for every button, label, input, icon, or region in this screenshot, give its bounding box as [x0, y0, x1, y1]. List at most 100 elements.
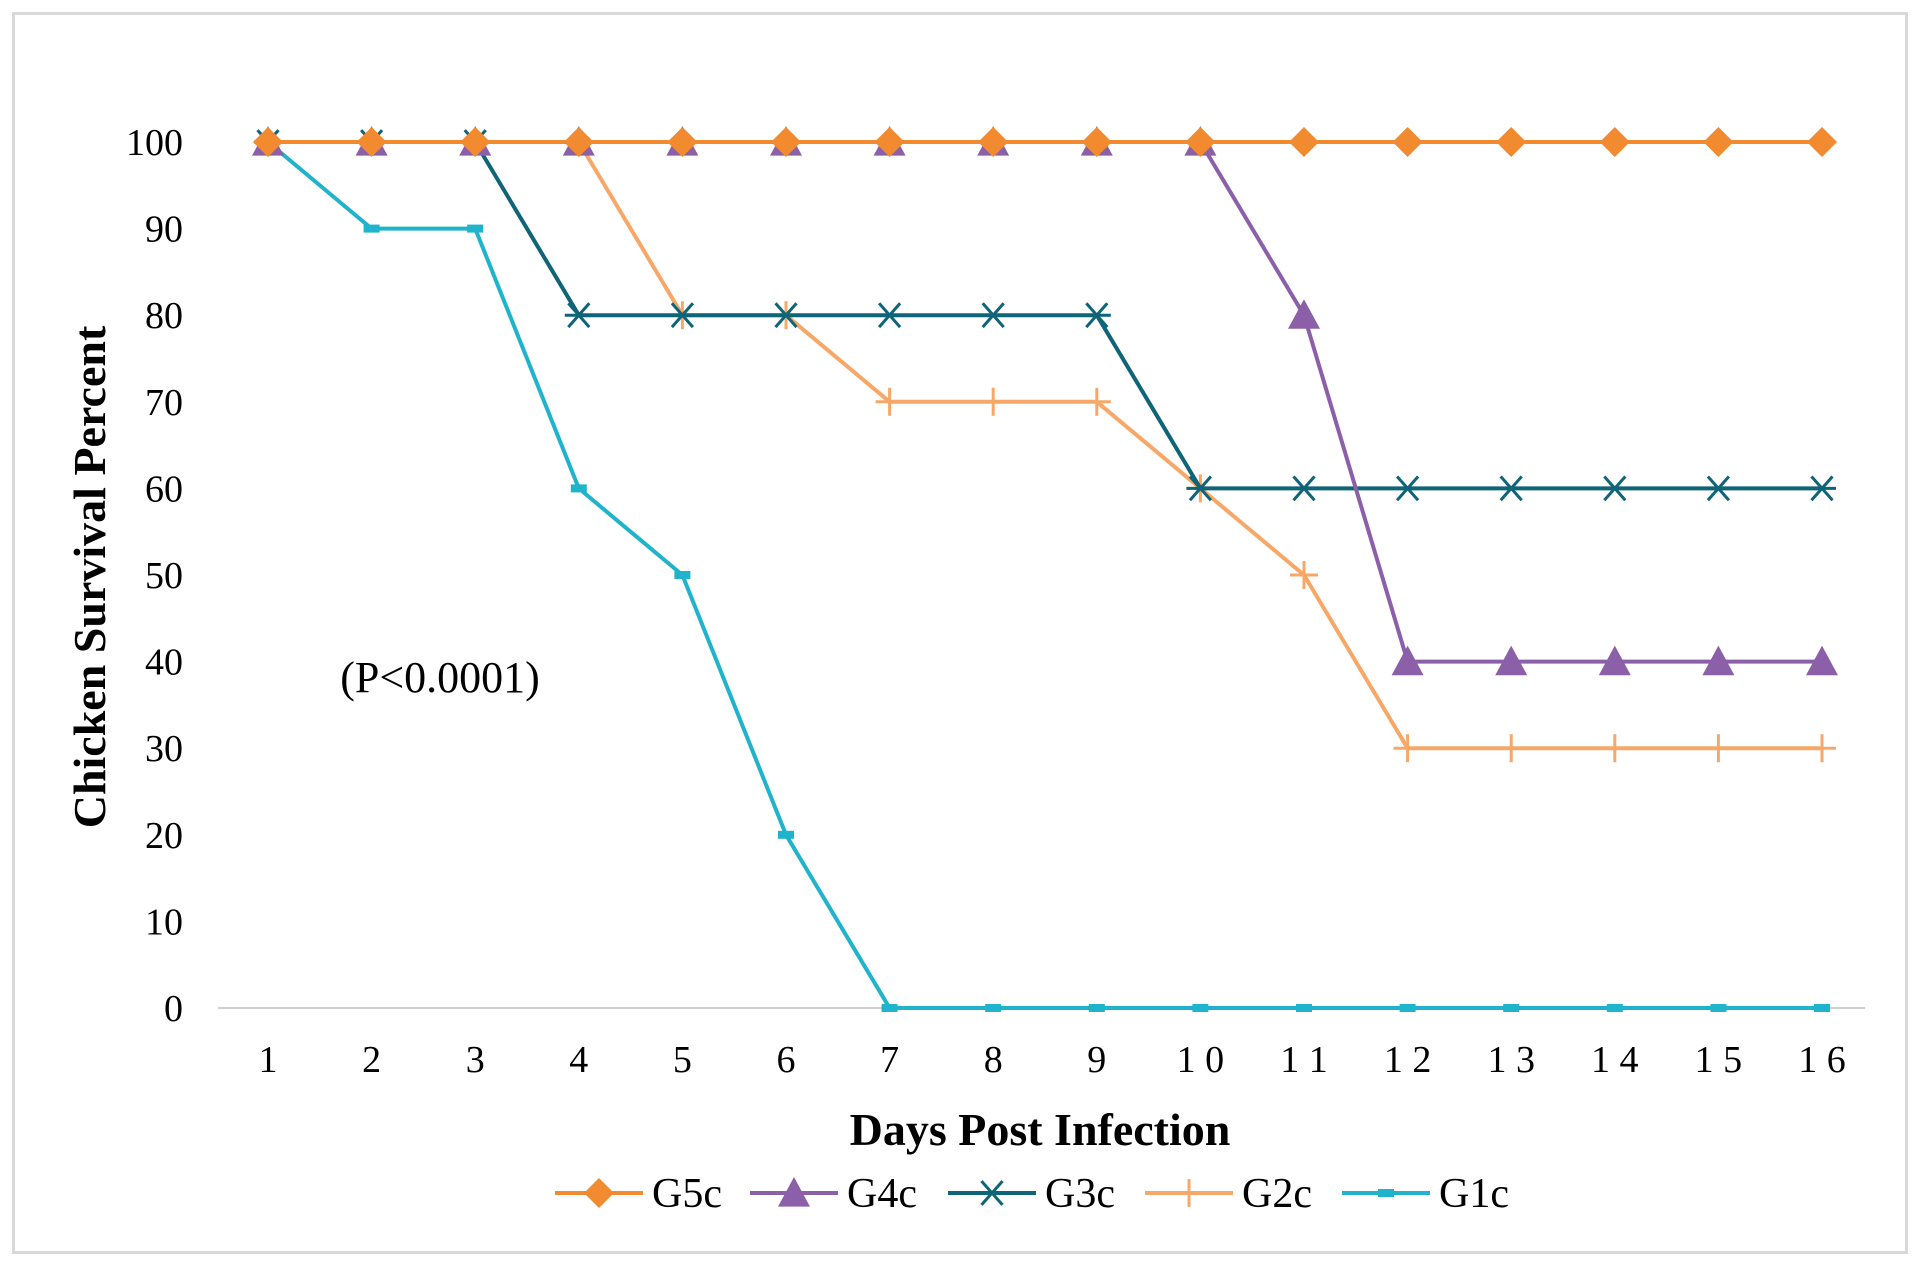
data-point-g1c [363, 224, 380, 233]
data-point-g4c [1598, 645, 1631, 676]
legend-marker-g2c [1175, 1179, 1203, 1207]
data-point-g2c [1290, 561, 1318, 589]
data-point-g2c [1393, 734, 1422, 763]
data-point-g2c [1082, 387, 1111, 416]
data-point-g3c [875, 302, 904, 329]
data-point-g4c [1391, 645, 1424, 676]
legend-marker-g4c [778, 1177, 810, 1207]
y-axis-label: Chicken Survival Percent [64, 325, 115, 828]
data-point-g1c [1606, 1004, 1623, 1012]
x-tick-label: 9 [1087, 1039, 1106, 1081]
data-point-g5c [978, 127, 1009, 157]
data-point-g1c [674, 571, 691, 579]
x-tick-label: 1 5 [1695, 1039, 1743, 1081]
data-point-g2c [1600, 734, 1629, 763]
y-tick-label: 60 [145, 468, 183, 510]
y-tick-label: 70 [145, 382, 183, 424]
data-point-g2c [875, 387, 904, 416]
data-point-g5c [1185, 127, 1216, 157]
data-point-g3c [1186, 475, 1215, 502]
data-point-g5c [1599, 127, 1630, 157]
data-point-g5c [874, 127, 905, 157]
p-value-annotation: (P<0.0001) [340, 653, 540, 702]
data-point-g2c [1808, 734, 1836, 763]
chart-frame [12, 12, 1908, 1254]
y-tick-label: 20 [145, 815, 183, 857]
x-tick-label: 5 [673, 1039, 692, 1081]
y-tick-label: 100 [126, 122, 183, 164]
data-point-g1c [1399, 1004, 1416, 1012]
data-point-g1c [1296, 1004, 1312, 1012]
data-point-g4c [1495, 645, 1528, 676]
data-point-g4c [1288, 299, 1320, 329]
y-tick-label: 0 [164, 988, 183, 1030]
y-tick-label: 10 [145, 901, 183, 943]
x-tick-label: 7 [880, 1039, 899, 1081]
data-point-g3c [1704, 475, 1733, 502]
data-point-g3c [1290, 475, 1318, 502]
data-point-g5c [1496, 127, 1527, 157]
data-point-g3c [1600, 475, 1629, 502]
x-tick-label: 1 0 [1177, 1039, 1225, 1081]
legend-label-g2c: G2c [1242, 1171, 1312, 1217]
x-tick-label: 2 [362, 1039, 381, 1081]
data-point-g5c [1081, 127, 1112, 157]
data-point-g5c [460, 127, 491, 157]
x-tick-label: 1 1 [1280, 1039, 1328, 1081]
data-point-g1c [778, 830, 794, 839]
legend-marker-g1c [1378, 1189, 1394, 1197]
data-point-g3c [564, 302, 593, 329]
data-point-g5c [563, 127, 594, 157]
x-axis-label: Days Post Infection [850, 1104, 1231, 1155]
data-point-g5c [356, 127, 387, 157]
data-point-g1c [881, 1004, 898, 1012]
x-tick-label: 1 2 [1384, 1039, 1432, 1081]
x-tick-label: 6 [777, 1039, 796, 1081]
data-point-g3c [668, 302, 697, 329]
x-tick-label: 1 6 [1798, 1039, 1846, 1081]
data-point-g5c [253, 127, 283, 157]
data-point-g1c [570, 484, 587, 493]
y-tick-label: 30 [145, 728, 183, 770]
legend-marker-g5c [584, 1178, 614, 1208]
x-tick-label: 3 [466, 1039, 485, 1081]
legend-label-g3c: G3c [1045, 1171, 1115, 1217]
x-tick-label: 8 [984, 1039, 1003, 1081]
data-point-g5c [1289, 127, 1319, 157]
x-tick-label: 1 3 [1487, 1039, 1535, 1081]
data-point-g5c [1807, 127, 1837, 157]
data-point-g4c [1806, 645, 1838, 676]
data-point-g1c [1088, 1004, 1105, 1012]
legend-label-g4c: G4c [847, 1171, 917, 1217]
data-point-g1c [1503, 1004, 1520, 1012]
data-point-g1c [467, 224, 484, 233]
series-line-g1c [266, 140, 1822, 1010]
data-point-g3c [1082, 302, 1111, 329]
data-point-g1c [1710, 1004, 1727, 1012]
data-point-g3c [1497, 475, 1526, 502]
data-point-g4c [1702, 645, 1735, 676]
y-tick-label: 90 [145, 209, 183, 251]
data-point-g5c [1703, 127, 1734, 157]
x-tick-label: 1 4 [1591, 1039, 1639, 1081]
x-tick-label: 1 [259, 1039, 278, 1081]
data-point-g5c [771, 127, 801, 157]
data-point-g1c [1192, 1004, 1209, 1012]
data-point-g2c [979, 387, 1008, 416]
data-point-g3c [1808, 475, 1836, 502]
legend-label-g5c: G5c [652, 1171, 722, 1217]
y-tick-label: 50 [145, 555, 183, 597]
data-point-g3c [772, 302, 800, 329]
legend-label-g1c: G1c [1439, 1171, 1509, 1217]
y-tick-label: 40 [145, 642, 183, 684]
data-point-g5c [667, 127, 698, 157]
legend-marker-g3c [978, 1180, 1006, 1206]
data-point-g1c [1814, 1004, 1830, 1012]
data-point-g1c [985, 1004, 1002, 1012]
x-tick-label: 4 [569, 1039, 588, 1081]
data-point-g2c [1704, 734, 1733, 763]
series-line-g3c [268, 140, 1822, 491]
data-point-g3c [979, 302, 1008, 329]
y-tick-label: 80 [145, 295, 183, 337]
